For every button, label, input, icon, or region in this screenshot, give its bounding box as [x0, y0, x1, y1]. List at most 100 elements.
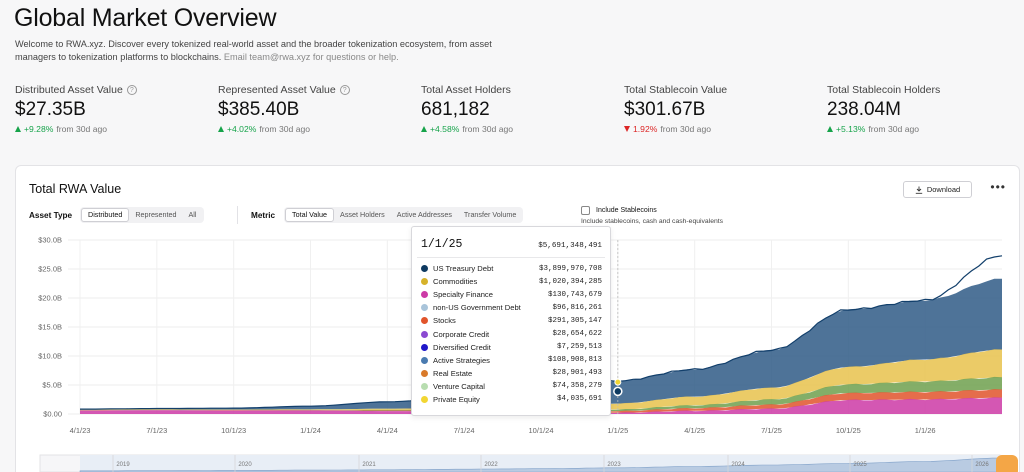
x-tick-label: 1/1/25	[607, 426, 628, 435]
y-tick-label: $0.00	[43, 410, 62, 419]
stat-change: +4.02% from 30d ago	[218, 124, 408, 134]
stat-change: +4.58% from 30d ago	[421, 124, 611, 134]
tooltip-row-name: Stocks	[433, 316, 456, 326]
stat-change-percent: 1.92%	[633, 124, 658, 134]
legend-dot-icon	[421, 343, 428, 351]
metric-total-value[interactable]: Total Value	[285, 208, 335, 222]
y-tick-label: $15.0B	[38, 323, 62, 332]
stat-change-suffix: from 30d ago	[868, 124, 920, 134]
card-title: Total RWA Value	[29, 182, 122, 196]
tooltip-row-value: $7,259,513	[556, 343, 602, 352]
navigator-year-label: 2021	[362, 462, 376, 468]
tooltip-row: Private Equity $4,035,691	[412, 393, 610, 406]
area-series-private-credit-group	[80, 376, 1002, 412]
navigator-area	[79, 457, 1001, 472]
x-tick-label: 7/1/24	[454, 426, 475, 435]
contact-email[interactable]: Email team@rwa.xyz for questions or help…	[223, 52, 399, 62]
controls-divider	[237, 206, 238, 224]
stat-total-stablecoin-value: Total Stablecoin Value $301.67B 1.92% from …	[624, 84, 814, 134]
more-options-icon[interactable]: •••	[990, 180, 1006, 194]
metric-active-addresses[interactable]: Active Addresses	[396, 210, 452, 219]
download-icon	[915, 186, 923, 194]
y-tick-label: $30.0B	[38, 236, 62, 245]
tooltip-row-value: $28,654,622	[552, 330, 602, 339]
tooltip-row: Active Strategies $108,908,813	[412, 354, 610, 367]
x-tick-label: 7/1/23	[146, 426, 167, 435]
stat-value: $385.40B	[218, 99, 300, 120]
download-button[interactable]: Download	[903, 181, 972, 198]
x-tick-label: 10/1/24	[528, 426, 553, 435]
metric-transfer-volume[interactable]: Transfer Volume	[463, 210, 517, 219]
legend-dot-icon	[421, 304, 428, 312]
include-stablecoins-checkbox[interactable]	[581, 206, 590, 215]
x-tick-label: 4/1/25	[684, 426, 705, 435]
stat-change-percent: +4.02%	[227, 124, 257, 134]
stat-label: Represented Asset Value?	[218, 84, 408, 96]
legend-dot-icon	[421, 330, 428, 338]
stat-change-suffix: from 30d ago	[56, 124, 108, 134]
stat-label-text: Distributed Asset Value	[15, 84, 123, 96]
navigator-year-label: 2026	[975, 462, 989, 468]
include-stablecoins-label: Include Stablecoins	[596, 207, 657, 214]
chat-support-icon[interactable]	[996, 455, 1018, 472]
tooltip-divider	[417, 257, 605, 258]
asset-type-distributed[interactable]: Distributed	[81, 208, 130, 222]
legend-dot-icon	[421, 317, 428, 325]
tooltip-date: 1/1/25	[421, 238, 463, 251]
intro-description: Welcome to RWA.xyz. Discover every token…	[15, 39, 492, 62]
area-series-stocks	[80, 389, 1002, 413]
navigator-year-label: 2022	[484, 462, 498, 468]
tooltip-row: Commodities $1,020,394,285	[412, 275, 610, 288]
arrow-up-icon	[827, 126, 833, 132]
asset-type-toggle: Distributed Represented All	[80, 207, 204, 223]
y-tick-label: $10.0B	[38, 352, 62, 361]
info-icon[interactable]: ?	[339, 85, 350, 95]
asset-type-label: Asset Type	[29, 211, 73, 220]
legend-dot-icon	[421, 291, 428, 299]
tooltip-row-name: Corporate Credit	[433, 329, 490, 339]
stat-represented-asset-value: Represented Asset Value? $385.40B +4.02% fr…	[218, 84, 408, 134]
tooltip-row-name: US Treasury Debt	[433, 264, 494, 274]
stat-change-suffix: from 30d ago	[660, 124, 712, 134]
stat-change: +5.13% from 30d ago	[827, 124, 1017, 134]
stat-total-asset-holders: Total Asset Holders 681,182 +4.58% from 30d…	[421, 84, 611, 134]
tooltip-row: Real Estate $28,901,493	[412, 367, 610, 380]
asset-type-all[interactable]: All	[188, 210, 197, 219]
stat-change-suffix: from 30d ago	[462, 124, 514, 134]
tooltip-row-value: $291,305,147	[547, 316, 602, 325]
tooltip-row-name: Diversified Credit	[433, 342, 491, 352]
tooltip-row-value: $108,908,813	[547, 356, 602, 365]
legend-dot-icon	[421, 265, 428, 273]
navigator-year-label: 2023	[607, 462, 621, 468]
tooltip-row-value: $96,816,261	[552, 303, 602, 312]
asset-type-represented[interactable]: Represented	[135, 210, 177, 219]
stat-distributed-asset-value: Distributed Asset Value? $27.35B +9.28% fro…	[15, 84, 205, 134]
tooltip-total: $5,691,348,491	[538, 242, 602, 250]
highlight-point	[613, 386, 623, 397]
x-tick-label: 10/1/25	[836, 426, 861, 435]
download-label: Download	[926, 185, 961, 194]
tooltip-row-name: Venture Capital	[433, 381, 485, 391]
stat-label-text: Total Asset Holders	[421, 84, 511, 96]
highlight-point	[614, 378, 622, 386]
x-tick-label: 10/1/23	[221, 426, 246, 435]
stat-label-text: Total Stablecoin Value	[624, 84, 728, 96]
y-tick-label: $5.0B	[42, 381, 62, 390]
area-series-other	[80, 397, 1002, 414]
tooltip-row: Stocks $291,305,147	[412, 314, 610, 327]
x-tick-label: 4/1/23	[70, 426, 91, 435]
x-tick-label: 7/1/25	[761, 426, 782, 435]
stat-label: Total Stablecoin Value	[624, 84, 814, 96]
metric-label: Metric	[251, 211, 276, 220]
info-icon[interactable]: ?	[126, 85, 137, 95]
stat-label: Total Stablecoin Holders	[827, 84, 1017, 96]
metric-asset-holders[interactable]: Asset Holders	[340, 210, 385, 219]
stat-change-percent: +4.58%	[430, 124, 460, 134]
tooltip-row-value: $1,020,394,285	[538, 277, 602, 286]
metric-toggle: Total Value Asset Holders Active Address…	[284, 207, 524, 223]
tooltip-row: US Treasury Debt $3,899,970,708	[412, 262, 610, 275]
x-tick-label: 4/1/24	[377, 426, 398, 435]
tooltip-row: Specialty Finance $130,743,679	[412, 288, 610, 301]
arrow-up-icon	[15, 126, 21, 132]
